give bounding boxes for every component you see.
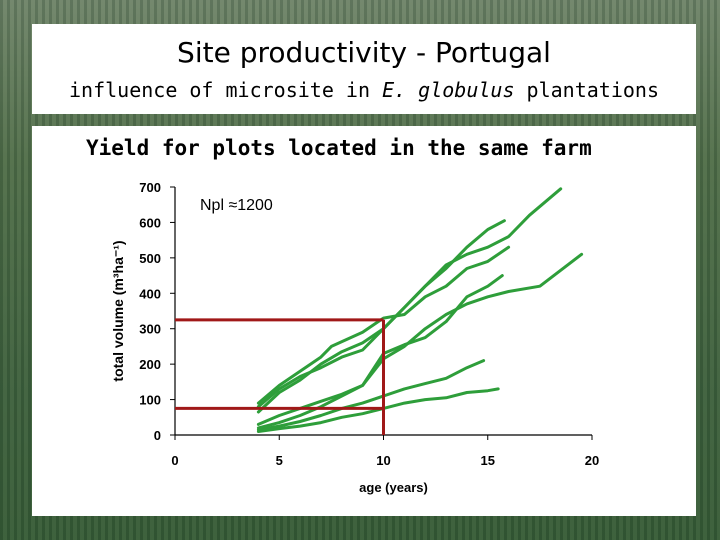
- y-tick-label: 300: [139, 322, 161, 337]
- y-tick-label: 400: [139, 286, 161, 301]
- x-tick-label: 0: [171, 453, 178, 468]
- series-line-1: [256, 219, 506, 409]
- y-tick-label: 0: [154, 428, 161, 443]
- y-tick-label: 100: [139, 393, 161, 408]
- title-panel: Site productivity - Portugal influence o…: [32, 24, 696, 114]
- y-tick-label: 700: [139, 180, 161, 195]
- series-line-5: [256, 252, 584, 430]
- subtitle-suffix: plantations: [514, 78, 660, 102]
- series-line-2: [256, 187, 563, 414]
- series-line-6: [256, 359, 486, 432]
- subtitle-species: E. globulus: [382, 78, 515, 102]
- y-tick-label: 600: [139, 215, 161, 230]
- x-axis-label: age (years): [359, 480, 428, 495]
- y-tick-label: 500: [139, 251, 161, 266]
- density-annotation: Npl ≈1200: [200, 197, 273, 214]
- subtitle-prefix: influence of microsite in: [68, 78, 383, 102]
- x-tick-label: 20: [585, 453, 599, 468]
- series-line-4: [256, 274, 504, 426]
- chart-panel: Yield for plots located in the same farm…: [32, 126, 696, 516]
- yield-chart: 0 100 200 300 400 500 600 700 0 5 10 15 20 age (years…: [110, 180, 599, 495]
- x-tick-label: 5: [276, 453, 283, 468]
- y-axis-label: total volume (m³ha⁻¹): [110, 240, 126, 381]
- y-tick-label: 200: [139, 357, 161, 372]
- slide-title: Site productivity - Portugal: [177, 36, 551, 69]
- series-line-3: [256, 245, 511, 405]
- chart-title: Yield for plots located in the same farm: [86, 136, 592, 160]
- slide-subtitle: influence of microsite in E. globulus pl…: [32, 78, 696, 102]
- x-tick-label: 15: [481, 453, 495, 468]
- x-tick-label: 10: [376, 453, 390, 468]
